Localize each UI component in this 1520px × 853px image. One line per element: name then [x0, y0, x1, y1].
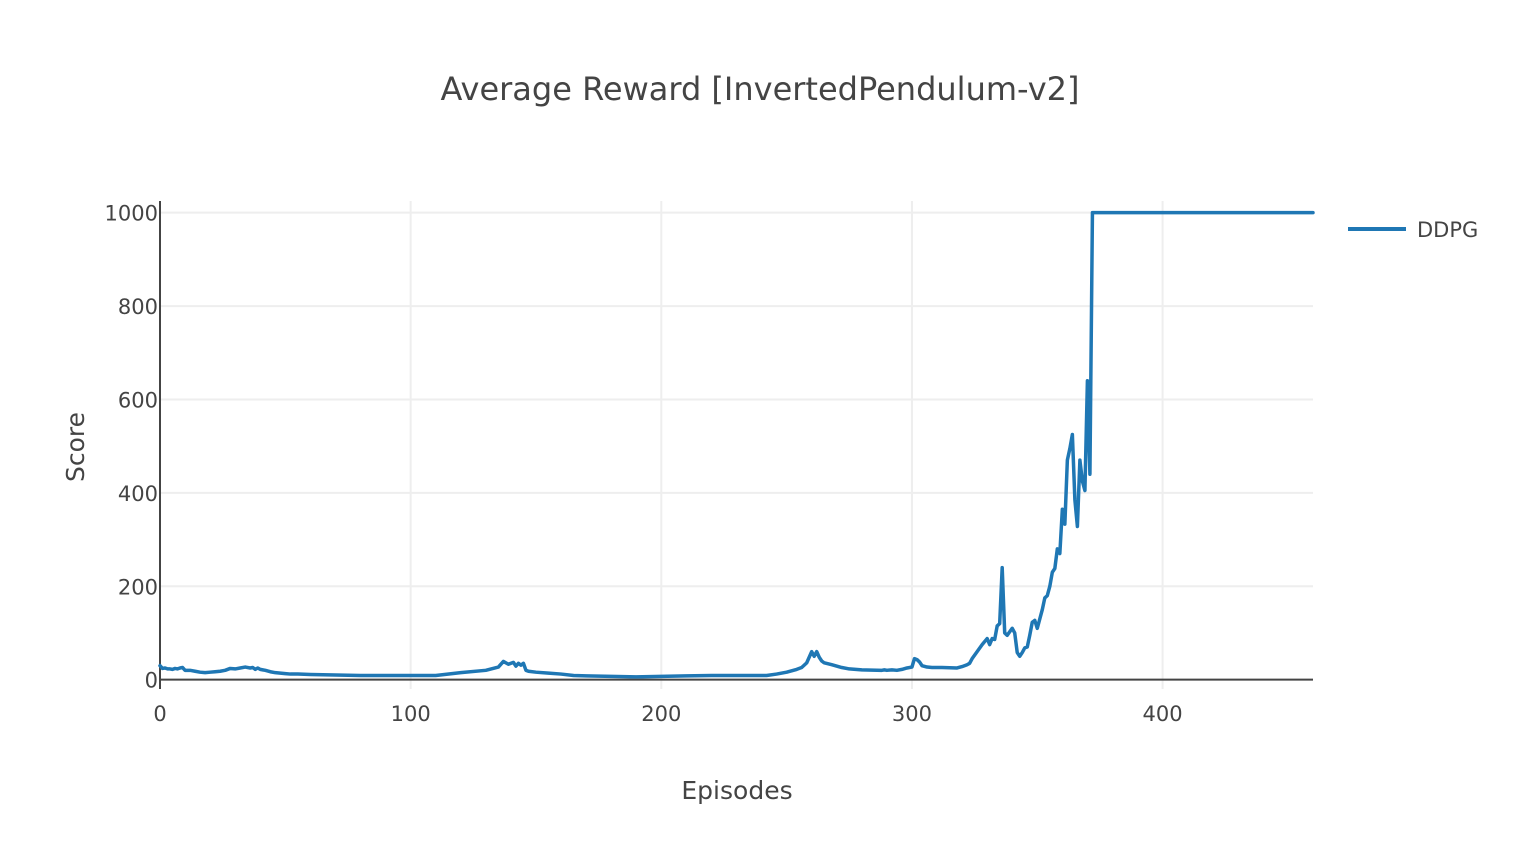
y-tick-label: 400 [118, 482, 158, 506]
y-axis-title: Score [61, 412, 90, 482]
x-tick-label: 300 [892, 702, 932, 726]
x-tick-label: 400 [1143, 702, 1183, 726]
tick-labels: 0 100 200 300 400 0 200 400 600 800 1000 [105, 202, 1183, 726]
legend[interactable]: DDPG [1348, 218, 1478, 242]
series-line-ddpg[interactable] [158, 210, 1315, 679]
series-layer [158, 210, 1315, 679]
y-tick-label: 200 [118, 575, 158, 599]
axes [159, 201, 1313, 689]
y-tick-label: 800 [118, 295, 158, 319]
x-tick-label: 200 [641, 702, 681, 726]
x-tick-label: 0 [153, 702, 166, 726]
y-tick-label: 0 [145, 669, 158, 693]
chart-title: Average Reward [InvertedPendulum-v2] [441, 70, 1080, 108]
x-tick-label: 100 [391, 702, 431, 726]
y-tick-label: 1000 [105, 202, 158, 226]
grid-lines [160, 201, 1313, 689]
x-axis-title: Episodes [681, 776, 792, 805]
y-tick-label: 600 [118, 388, 158, 412]
legend-label-ddpg: DDPG [1417, 218, 1478, 242]
